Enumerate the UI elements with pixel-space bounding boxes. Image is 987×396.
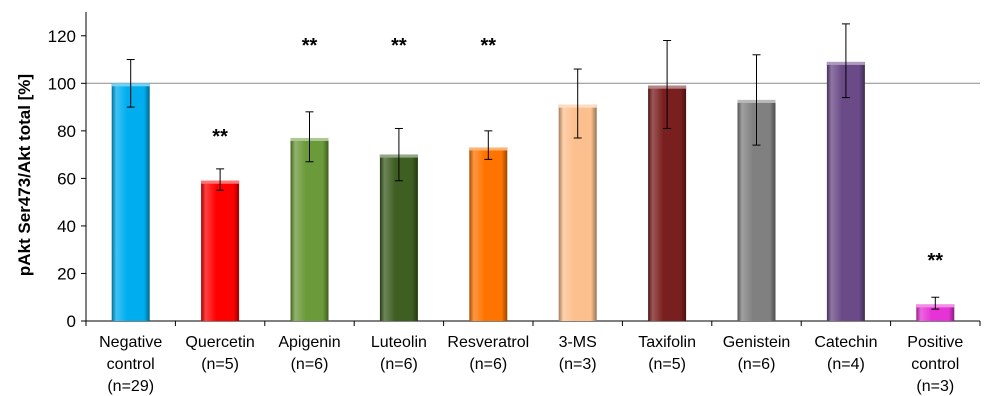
x-category-label: Taxifolin bbox=[638, 334, 696, 351]
x-category-label: Luteolin bbox=[371, 334, 427, 351]
y-tick-label: 20 bbox=[57, 264, 76, 283]
bar bbox=[826, 61, 865, 322]
bar bbox=[290, 137, 329, 321]
bar bbox=[558, 104, 597, 321]
x-category-label: Genistein bbox=[723, 334, 791, 351]
x-category-label: control bbox=[107, 356, 155, 373]
x-category-label: (n=3) bbox=[559, 356, 597, 373]
x-category-label: Catechin bbox=[814, 334, 877, 351]
x-category-label: control bbox=[911, 356, 959, 373]
x-category-label: 3-MS bbox=[559, 334, 597, 351]
x-category-label: Quercetin bbox=[185, 334, 254, 351]
x-category-label: (n=6) bbox=[738, 356, 776, 373]
y-tick-label: 0 bbox=[67, 312, 76, 331]
bars-layer bbox=[111, 61, 955, 322]
significance-marker: ** bbox=[391, 35, 407, 57]
x-category-label: (n=4) bbox=[827, 356, 865, 373]
error-bars-layer bbox=[126, 23, 940, 310]
x-category-label: Resveratrol bbox=[447, 334, 529, 351]
significance-marker: ** bbox=[212, 126, 228, 148]
bar bbox=[916, 304, 955, 321]
significance-marker: ** bbox=[928, 250, 944, 272]
x-category-label: (n=3) bbox=[916, 378, 954, 395]
x-category-label: Positive bbox=[907, 334, 963, 351]
y-tick-label: 120 bbox=[48, 27, 76, 46]
y-tick-label: 80 bbox=[57, 122, 76, 141]
x-category-label: Apigenin bbox=[278, 334, 340, 351]
y-axis-label: pAkt Ser473/Akt total [%] bbox=[15, 74, 34, 276]
x-category-label: (n=5) bbox=[201, 356, 239, 373]
x-category-label: (n=6) bbox=[380, 356, 418, 373]
labels-layer: Negative control (n=29) ** Quercetin (n=5) ** A… bbox=[99, 35, 963, 395]
y-tick-label: 100 bbox=[48, 74, 76, 93]
significance-marker: ** bbox=[302, 35, 318, 57]
bar bbox=[201, 180, 240, 321]
x-category-label: (n=29) bbox=[107, 378, 154, 395]
y-tick-label: 60 bbox=[57, 169, 76, 188]
x-category-label: (n=6) bbox=[469, 356, 507, 373]
x-category-label: (n=6) bbox=[291, 356, 329, 373]
x-category-label: (n=5) bbox=[648, 356, 686, 373]
y-tick-label: 40 bbox=[57, 217, 76, 236]
x-category-label: Negative bbox=[99, 334, 162, 351]
bar bbox=[469, 147, 508, 321]
bar bbox=[379, 154, 418, 321]
significance-marker: ** bbox=[481, 35, 497, 57]
bar bbox=[111, 83, 150, 321]
